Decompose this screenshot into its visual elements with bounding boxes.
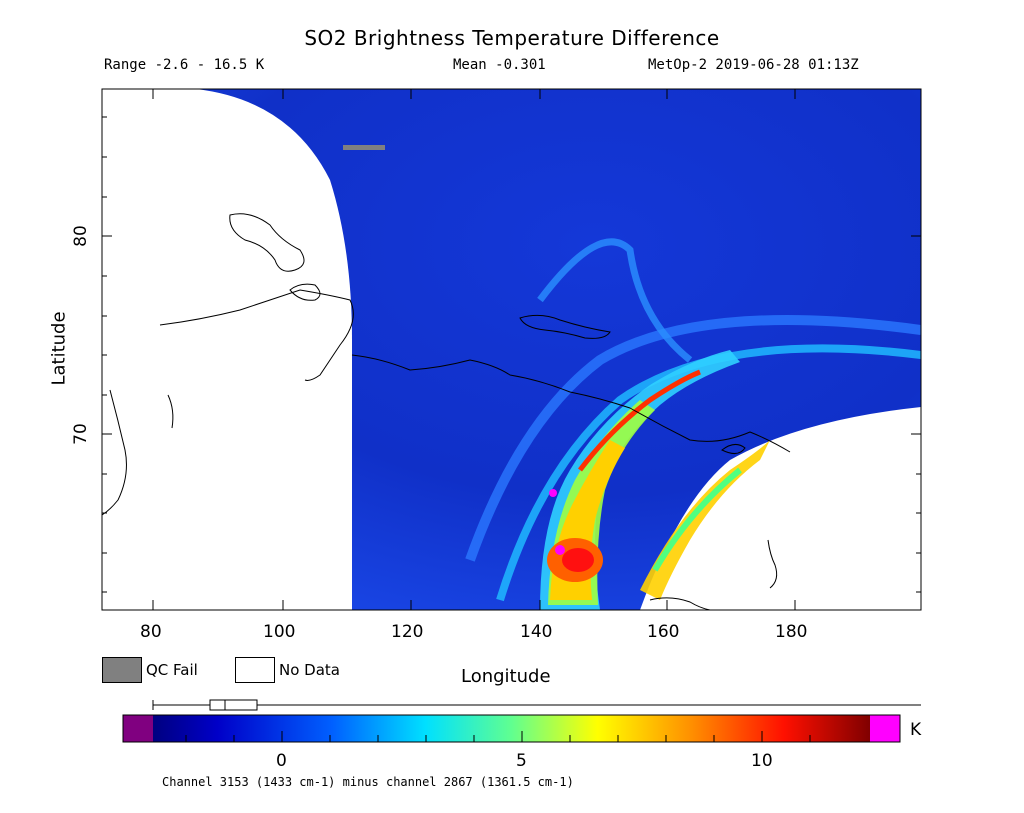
x-tick-label: 120 bbox=[391, 622, 424, 642]
arc-band-outer bbox=[465, 315, 921, 562]
colorbar-tick-label: 5 bbox=[516, 751, 527, 771]
satellite-time-label: MetOp-2 2019-06-28 01:13Z bbox=[648, 57, 859, 73]
plume-red-core bbox=[562, 548, 594, 572]
colorbar-gradient bbox=[153, 715, 870, 742]
y-tick-label: 70 bbox=[70, 423, 91, 445]
x-axis-label: Longitude bbox=[461, 666, 551, 687]
y-tick-label: 80 bbox=[70, 225, 91, 247]
x-tick-label: 80 bbox=[140, 622, 162, 642]
x-tick-label: 160 bbox=[647, 622, 680, 642]
range-label: Range -2.6 - 16.5 K bbox=[104, 57, 265, 73]
colorbar-unit: K bbox=[910, 720, 922, 740]
y-axis-label: Latitude bbox=[48, 311, 70, 386]
x-tick-marks bbox=[152, 89, 796, 610]
no-data-label: No Data bbox=[279, 661, 340, 679]
y-tick-marks bbox=[102, 116, 921, 593]
colorbar-over bbox=[870, 715, 900, 742]
plume-east-green bbox=[652, 467, 742, 572]
x-tick-label: 180 bbox=[775, 622, 808, 642]
plume-peak-b bbox=[549, 489, 557, 497]
colorbar-tick-label: 10 bbox=[751, 751, 773, 771]
qc-fail-pixels bbox=[343, 145, 385, 150]
no-data-region-east bbox=[640, 407, 921, 610]
qc-fail-label: QC Fail bbox=[146, 661, 198, 679]
plume-peak-a bbox=[555, 545, 565, 555]
colorbar-frame bbox=[122, 714, 901, 743]
channel-caption: Channel 3153 (1433 cm-1) minus channel 2… bbox=[162, 775, 574, 789]
plume-east-yellow bbox=[640, 440, 770, 600]
qc-fail-swatch bbox=[102, 657, 142, 683]
arc-band-middle bbox=[496, 344, 921, 602]
colorbar-tick-label: 0 bbox=[276, 751, 287, 771]
x-tick-label: 100 bbox=[263, 622, 296, 642]
plot-title: SO2 Brightness Temperature Difference bbox=[304, 26, 720, 50]
colorbar-ticks bbox=[185, 731, 811, 742]
plume-red-filament bbox=[578, 369, 701, 472]
colorbar-under bbox=[123, 715, 153, 742]
no-data-region-west bbox=[102, 89, 352, 610]
mean-label: Mean -0.301 bbox=[453, 57, 546, 73]
no-data-swatch bbox=[235, 657, 275, 683]
colorbar bbox=[122, 699, 921, 743]
coastlines bbox=[102, 213, 791, 610]
x-tick-label: 140 bbox=[520, 622, 553, 642]
interquartile-box bbox=[209, 699, 258, 711]
plume-loop bbox=[537, 238, 693, 363]
plot-frame bbox=[101, 88, 922, 611]
